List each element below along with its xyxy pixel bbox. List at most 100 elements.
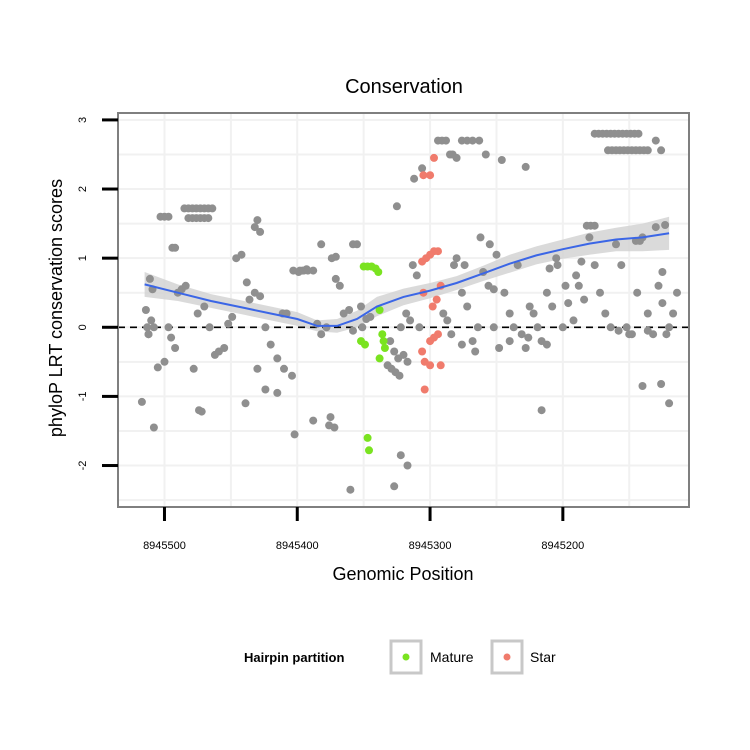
point-other <box>220 344 229 352</box>
point-other <box>164 212 173 221</box>
point-other <box>204 214 213 223</box>
point-other <box>149 323 158 332</box>
point-other <box>205 323 214 332</box>
point-other <box>612 240 620 249</box>
point-other <box>489 323 498 332</box>
point-other <box>569 316 578 325</box>
point-star <box>426 361 435 370</box>
point-other <box>658 299 667 308</box>
point-mature <box>363 433 372 442</box>
point-other <box>475 136 484 145</box>
point-star <box>426 337 435 346</box>
point-other <box>330 423 339 432</box>
point-other <box>665 323 674 332</box>
point-other <box>635 236 644 245</box>
point-other <box>331 252 340 261</box>
point-other <box>345 306 354 314</box>
point-mature <box>374 268 383 276</box>
point-other <box>358 323 367 332</box>
point-star <box>418 347 427 356</box>
point-other <box>654 281 663 290</box>
point-other <box>643 309 652 318</box>
point-other <box>457 340 466 349</box>
point-other <box>402 309 411 318</box>
point-other <box>452 254 461 263</box>
point-other <box>366 312 375 321</box>
point-star <box>426 171 435 180</box>
point-other <box>309 416 318 425</box>
x-axis-title: Genomic Position <box>332 564 473 584</box>
point-other <box>147 316 156 325</box>
point-other <box>396 323 405 332</box>
point-other <box>552 254 561 263</box>
point-other <box>561 281 570 290</box>
point-other <box>273 354 282 363</box>
plot-border <box>117 112 690 508</box>
point-other <box>606 323 615 332</box>
point-other <box>261 323 270 332</box>
point-star <box>428 302 437 311</box>
point-other <box>651 223 660 232</box>
legend: Hairpin partition Mature Star <box>244 639 556 675</box>
point-mature <box>375 354 384 363</box>
point-other <box>460 261 469 270</box>
point-other <box>224 319 233 328</box>
point-other <box>463 302 472 311</box>
point-mature <box>365 446 373 455</box>
point-other <box>439 309 448 318</box>
point-other <box>542 288 551 297</box>
x-tick-label: 8945300 <box>409 540 452 552</box>
point-other <box>657 146 666 155</box>
point-other <box>197 407 206 416</box>
point-other <box>658 268 667 276</box>
point-other <box>288 371 296 380</box>
point-mature <box>380 344 389 352</box>
x-tick-label: 8945200 <box>541 540 584 552</box>
point-other <box>357 302 365 311</box>
point-other <box>452 153 461 162</box>
point-mature <box>375 306 384 314</box>
point-other <box>181 281 190 290</box>
point-other <box>505 309 514 318</box>
point-other <box>643 326 652 335</box>
point-other <box>189 364 198 373</box>
point-other <box>489 285 498 294</box>
point-other <box>303 266 312 275</box>
point-other <box>661 221 670 229</box>
chart-title: Conservation <box>345 76 463 98</box>
point-other <box>237 250 246 259</box>
point-mature <box>379 337 388 346</box>
smooth-trend-line <box>144 232 670 327</box>
point-other <box>290 430 299 439</box>
point-other <box>253 216 262 225</box>
point-other <box>442 136 450 145</box>
point-mature <box>378 330 387 339</box>
point-other <box>143 323 152 332</box>
point-other <box>548 302 557 311</box>
point-other <box>171 243 180 252</box>
point-other <box>590 261 599 270</box>
point-other <box>558 323 567 332</box>
data-points <box>137 129 681 494</box>
point-other <box>521 344 530 352</box>
point-other <box>634 129 643 138</box>
point-other <box>346 485 355 494</box>
point-other <box>481 150 490 159</box>
point-other <box>485 240 494 249</box>
point-other <box>144 330 153 339</box>
point-other <box>167 333 176 342</box>
point-other <box>651 136 660 145</box>
point-other <box>533 323 542 332</box>
point-other <box>331 274 340 283</box>
x-axis: 8945500 8945400 8945300 8945200 <box>143 507 584 552</box>
point-other <box>669 309 678 318</box>
point-other <box>447 330 456 339</box>
point-other <box>468 337 477 346</box>
point-other <box>241 399 250 408</box>
point-other <box>473 323 482 332</box>
point-other <box>266 340 275 349</box>
point-other <box>643 146 652 155</box>
point-other <box>590 221 599 230</box>
point-other <box>662 330 671 339</box>
